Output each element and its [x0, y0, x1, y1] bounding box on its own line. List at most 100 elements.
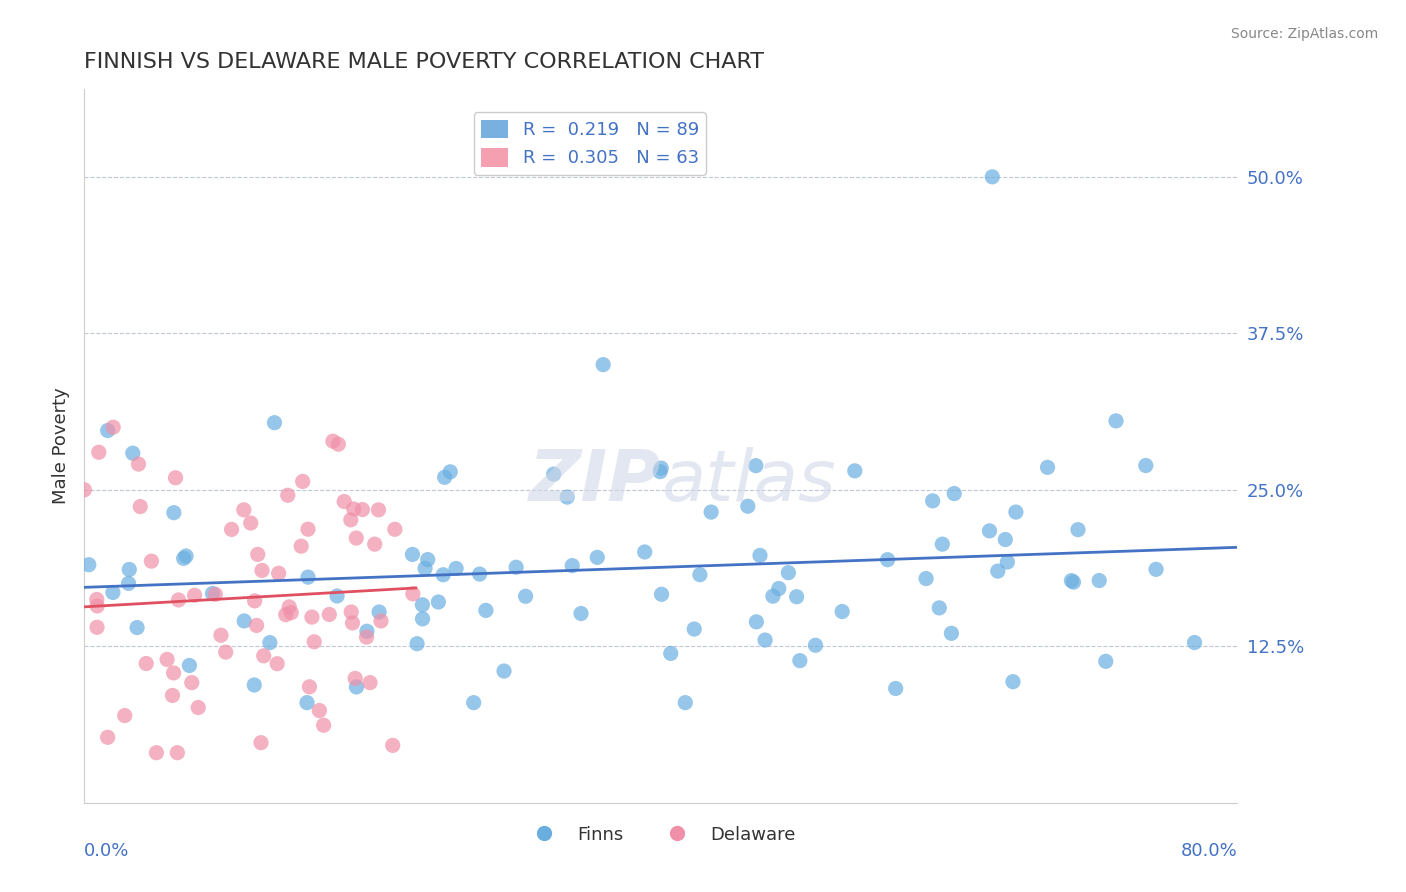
Point: [322, 434, 344, 449]
Point: [326, 589, 349, 603]
Point: [135, 657, 157, 671]
Point: [232, 503, 254, 517]
Point: [301, 610, 323, 624]
Point: [298, 680, 321, 694]
Point: [141, 554, 163, 568]
Point: [433, 470, 456, 484]
Point: [163, 506, 186, 520]
Point: [401, 548, 423, 562]
Point: [987, 564, 1010, 578]
Point: [444, 561, 467, 575]
Point: [1036, 460, 1059, 475]
Point: [651, 587, 673, 601]
Point: [1105, 414, 1128, 428]
Point: [295, 696, 318, 710]
Point: [786, 590, 808, 604]
Point: [432, 567, 454, 582]
Point: [162, 689, 184, 703]
Point: [277, 488, 299, 502]
Point: [86, 620, 108, 634]
Point: [356, 630, 378, 644]
Point: [1184, 635, 1206, 649]
Point: [156, 652, 179, 666]
Point: [73, 483, 96, 497]
Point: [302, 635, 325, 649]
Point: [683, 622, 706, 636]
Point: [406, 637, 429, 651]
Point: [994, 533, 1017, 547]
Point: [737, 500, 759, 514]
Point: [915, 572, 938, 586]
Point: [981, 169, 1004, 184]
Point: [87, 445, 110, 459]
Point: [370, 614, 392, 628]
Point: [1005, 505, 1028, 519]
Point: [689, 567, 711, 582]
Point: [253, 648, 276, 663]
Point: [416, 552, 439, 566]
Point: [343, 502, 366, 516]
Point: [634, 545, 657, 559]
Point: [413, 561, 436, 575]
Point: [86, 599, 108, 613]
Point: [308, 704, 330, 718]
Point: [346, 680, 368, 694]
Point: [127, 457, 149, 471]
Point: [468, 567, 491, 582]
Point: [1067, 523, 1090, 537]
Point: [201, 586, 224, 600]
Point: [1062, 575, 1084, 590]
Point: [1135, 458, 1157, 473]
Point: [831, 605, 853, 619]
Point: [103, 420, 124, 434]
Point: [344, 531, 367, 545]
Point: [280, 606, 302, 620]
Point: [592, 358, 614, 372]
Point: [754, 633, 776, 648]
Y-axis label: Male Poverty: Male Poverty: [52, 388, 70, 504]
Point: [384, 522, 406, 536]
Point: [1001, 674, 1024, 689]
Point: [101, 585, 124, 599]
Point: [673, 696, 696, 710]
Point: [342, 615, 364, 630]
Point: [463, 696, 485, 710]
Point: [250, 736, 273, 750]
Point: [291, 475, 314, 489]
Point: [297, 522, 319, 536]
Point: [569, 607, 592, 621]
Point: [411, 598, 433, 612]
Point: [650, 461, 672, 475]
Point: [318, 607, 340, 622]
Point: [121, 446, 143, 460]
Point: [162, 665, 184, 680]
Point: [876, 552, 898, 566]
Point: [555, 490, 578, 504]
Text: atlas: atlas: [661, 447, 835, 516]
Point: [941, 626, 963, 640]
Point: [700, 505, 723, 519]
Point: [368, 605, 391, 619]
Point: [768, 582, 790, 596]
Point: [427, 595, 450, 609]
Point: [515, 590, 537, 604]
Point: [209, 628, 232, 642]
Point: [246, 548, 269, 562]
Point: [402, 587, 425, 601]
Point: [267, 566, 290, 581]
Point: [77, 558, 100, 572]
Point: [290, 539, 312, 553]
Point: [745, 615, 768, 629]
Point: [266, 657, 288, 671]
Text: Source: ZipAtlas.com: Source: ZipAtlas.com: [1230, 27, 1378, 41]
Point: [745, 458, 768, 473]
Point: [239, 516, 262, 530]
Point: [297, 570, 319, 584]
Point: [1088, 574, 1111, 588]
Point: [762, 589, 785, 603]
Point: [921, 493, 943, 508]
Point: [943, 486, 966, 500]
Point: [243, 678, 266, 692]
Point: [174, 549, 197, 563]
Point: [243, 594, 266, 608]
